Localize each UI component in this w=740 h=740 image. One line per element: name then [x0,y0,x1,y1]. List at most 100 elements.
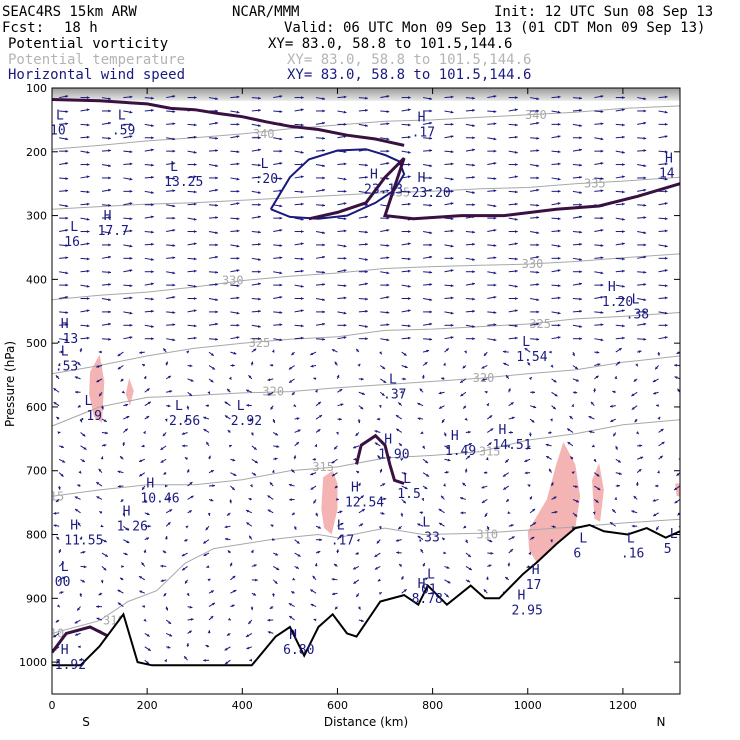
wind-vector [397,402,403,407]
wind-vector-head [686,298,689,301]
wind-vector [208,484,216,488]
wind-vector-head [429,136,433,140]
wind-vector [144,309,154,313]
wind-vector [337,256,347,260]
x-tick-label: 1200 [609,699,637,712]
wind-vector [101,164,112,168]
wind-vector [96,617,103,621]
wind-vector-head [656,527,659,531]
wind-vector-head [332,592,335,596]
wind-vector [56,416,60,420]
theta-contour-335 [52,176,680,210]
wind-vector-head [536,310,540,314]
wind-vector [676,472,680,477]
extremum-type-label: L [170,160,178,175]
wind-vector-head [600,149,604,153]
wind-vector [444,122,454,126]
wind-vector [165,632,173,637]
wind-vector [230,458,236,462]
wind-vector-head [450,284,454,288]
wind-vector-head [300,257,304,261]
wind-vector-head [664,244,668,248]
wind-vector [80,202,90,206]
wind-vector [246,522,253,527]
wind-vector-head [172,161,176,165]
wind-vector-head [169,390,173,393]
wind-vector [636,468,642,474]
y-tick-label: 1000 [19,656,47,669]
wind-vector-head [100,580,104,584]
wind-vector-head [193,150,197,154]
wind-vector [400,575,404,581]
wind-vector-head [215,270,218,274]
wind-vector [224,415,231,420]
wind-vector-head [258,203,261,207]
wind-vector-head [77,404,81,408]
wind-vector [58,562,65,567]
wind-vector-head [622,123,625,127]
wind-vector-head [664,311,668,315]
wind-vector-head [190,495,194,499]
wind-vector [379,468,383,473]
wind-vector [572,215,583,219]
wind-vector-head [289,616,293,619]
extremum-value-label: 10.46 [140,491,179,506]
wind-vector [183,655,188,661]
wind-vector-head [207,578,211,582]
wind-vector [508,257,518,261]
wind-vector [529,496,533,500]
wind-vector [505,374,510,380]
wind-vector [551,378,557,383]
wind-vector-head [386,338,390,342]
wind-vector [551,135,561,139]
wind-vector-head [378,526,382,530]
wind-vector-head [510,402,514,406]
wind-vector-head [215,337,218,341]
wind-vector-head [129,323,133,327]
wind-vector [251,96,261,100]
wind-vector-head [674,500,678,504]
wind-vector [101,176,111,180]
wind-vector-head [205,644,209,648]
wind-vector [273,161,283,166]
wind-vector [615,361,621,366]
wind-vector-head [271,537,275,541]
wind-vector [380,161,390,166]
wind-vector [423,283,433,286]
wind-vector-head [248,621,252,625]
wind-vector-head [271,593,275,597]
wind-vector [80,175,90,179]
wind-vector [614,497,618,501]
wind-vector-head [167,375,171,379]
wind-vector-head [232,575,236,579]
wind-vector-head [374,566,378,570]
wind-vector [545,455,552,460]
wind-vector [331,592,338,596]
wind-vector-head [343,244,347,248]
wind-vector-head [507,388,511,392]
wind-vector-head [656,404,659,408]
wind-vector [59,95,69,99]
wind-vector-head [190,618,194,621]
wind-vector-head [472,136,475,140]
wind-vector [508,230,518,233]
wind-vector [487,295,497,299]
wind-vector [572,365,579,370]
wind-vector [314,444,318,448]
wind-vector [144,96,154,100]
wind-vector-head [248,375,252,379]
extremum-value-label: .13 [55,332,78,347]
wind-vector [187,123,197,127]
extremum-type-label: H [384,432,392,447]
theta-contour-label: 330 [222,274,244,288]
wind-vector [224,401,231,407]
wind-vector-head [129,296,133,300]
wind-vector [444,296,454,300]
wind-vector [487,228,497,233]
wind-vector [358,282,368,286]
wind-vector [144,632,150,637]
wind-vector [291,351,295,356]
wind-vector-head [343,177,347,181]
wind-vector [508,150,518,154]
wind-vector-head [81,579,85,583]
